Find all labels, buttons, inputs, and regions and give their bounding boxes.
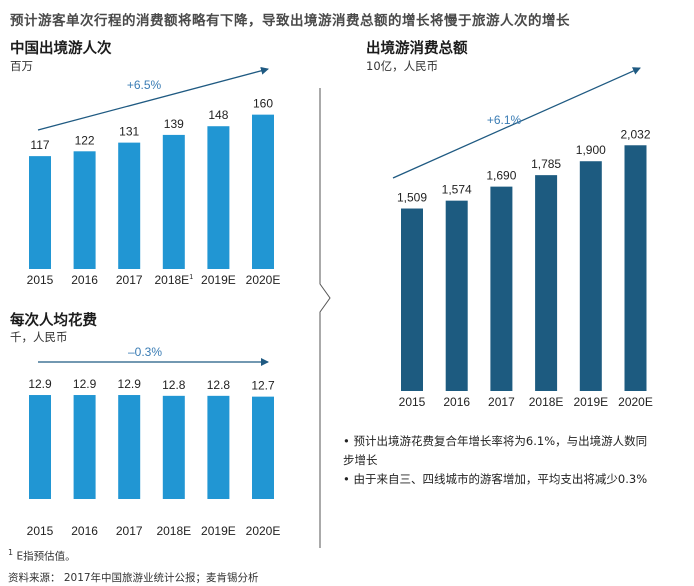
spend-chart-unit: 10亿，人民币 <box>366 59 439 73</box>
category-label-2020E: 2020E <box>246 273 281 287</box>
trips-chart-title: 中国出境游人次 <box>10 41 112 57</box>
category-label-2016: 2016 <box>71 524 98 538</box>
growth-arrow <box>37 66 269 131</box>
value-label-2020E: 12.7 <box>251 379 275 393</box>
section-divider <box>319 88 331 548</box>
category-label-2019E: 2019E <box>201 524 236 538</box>
spend-chart-title: 出境游消费总额 <box>366 41 468 57</box>
category-label-2018E: 2018E <box>529 395 564 409</box>
value-label-2017: 1,690 <box>486 169 516 183</box>
bar-2020E <box>252 396 274 499</box>
value-label-2020E: 160 <box>253 97 273 111</box>
bar-2019E <box>207 395 230 499</box>
value-label-2015: 117 <box>30 138 49 152</box>
value-label-2019E: 12.8 <box>207 378 231 392</box>
bar-2016 <box>73 395 96 499</box>
notes: • 预计出境游花费复合年增长率将为6.1%，与出境游人数同 步增长 • 由于来自… <box>343 432 647 489</box>
bar-2015 <box>401 208 423 391</box>
category-label-2020E: 2020E <box>246 524 281 538</box>
bar-2015 <box>29 156 51 269</box>
value-label-2018E: 1,785 <box>531 157 561 171</box>
bar-2017 <box>118 142 141 269</box>
category-label-2015: 2015 <box>27 273 54 287</box>
bar-2016 <box>445 200 468 391</box>
bar-2020E <box>252 114 274 269</box>
note-line-2: 步增长 <box>343 453 378 467</box>
per-trip-chart: 12.9 2015 12.9 2016 12.9 2017 12.8 2018E 12.8 201… <box>27 345 281 538</box>
value-label-2015: 12.9 <box>28 377 52 391</box>
bar-2018E <box>162 395 185 499</box>
value-label-2019E: 148 <box>208 108 228 122</box>
category-label-2017: 2017 <box>116 524 143 538</box>
category-label-2019E: 2019E <box>573 395 608 409</box>
category-label-2016: 2016 <box>443 395 470 409</box>
category-label-2015: 2015 <box>399 395 426 409</box>
bar-2017 <box>118 395 141 499</box>
value-label-2016: 1,574 <box>442 183 472 197</box>
value-label-2018E: 139 <box>164 117 184 131</box>
category-label-2019E: 2019E <box>201 273 236 287</box>
category-label-2018E: 2018E <box>156 524 191 538</box>
note-line-1: • 预计出境游花费复合年增长率将为6.1%，与出境游人数同 <box>343 434 648 448</box>
value-label-2016: 122 <box>75 133 95 147</box>
bar-2015 <box>29 395 51 499</box>
value-label-2020E: 2,032 <box>620 127 650 141</box>
value-label-2018E: 12.8 <box>162 378 186 392</box>
category-label-2017: 2017 <box>488 395 515 409</box>
bar-2019E <box>207 126 230 269</box>
source-note: 资料来源： 2017年中国旅游业统计公报；麦肯锡分析 <box>8 572 259 584</box>
trips-chart: 117 2015 122 2016 131 2017 139 2018E1 148 2019E 16… <box>27 66 281 287</box>
footnote-text: E指预估值。 <box>16 550 76 563</box>
bar-2018E <box>535 175 558 391</box>
value-label-2017: 12.9 <box>118 377 142 391</box>
bar-2018E <box>162 134 185 269</box>
growth-rate-label: +6.5% <box>127 78 162 92</box>
bar-2016 <box>73 151 96 269</box>
trips-chart-unit: 百万 <box>10 59 33 73</box>
growth-rate-label: –0.3% <box>128 345 162 359</box>
spend-chart: 1,509 2015 1,574 2016 1,690 2017 1,785 2018E 1,9… <box>392 67 653 409</box>
per-trip-chart-title: 每次人均花费 <box>10 313 97 329</box>
category-label-2015: 2015 <box>27 524 54 538</box>
footnote: 1 E指预估值。 <box>8 548 76 564</box>
category-label-2018E: 2018E1 <box>154 273 193 287</box>
headline: 预计游客单次行程的消费额将略有下降，导致出境游消费总额的增长将慢于旅游人次的增长 <box>10 13 570 29</box>
value-label-2019E: 1,900 <box>576 143 606 157</box>
note-line-3: • 由于来自三、四线城市的游客增加，平均支出将减少0.3% <box>343 472 648 486</box>
value-label-2017: 131 <box>119 125 139 139</box>
per-trip-chart-unit: 千，人民币 <box>10 330 68 344</box>
category-label-2020E: 2020E <box>618 395 653 409</box>
value-label-2015: 1,509 <box>397 191 427 205</box>
bar-2017 <box>490 186 513 391</box>
growth-arrow <box>392 67 641 179</box>
category-footnote-marker: 1 <box>189 274 193 281</box>
value-label-2016: 12.9 <box>73 377 97 391</box>
category-label-2017: 2017 <box>116 273 143 287</box>
growth-rate-label: +6.1% <box>487 113 522 127</box>
category-label-2016: 2016 <box>71 273 98 287</box>
bar-2020E <box>624 145 647 391</box>
bar-2019E <box>579 161 602 391</box>
footnote-marker: 1 <box>8 548 14 557</box>
